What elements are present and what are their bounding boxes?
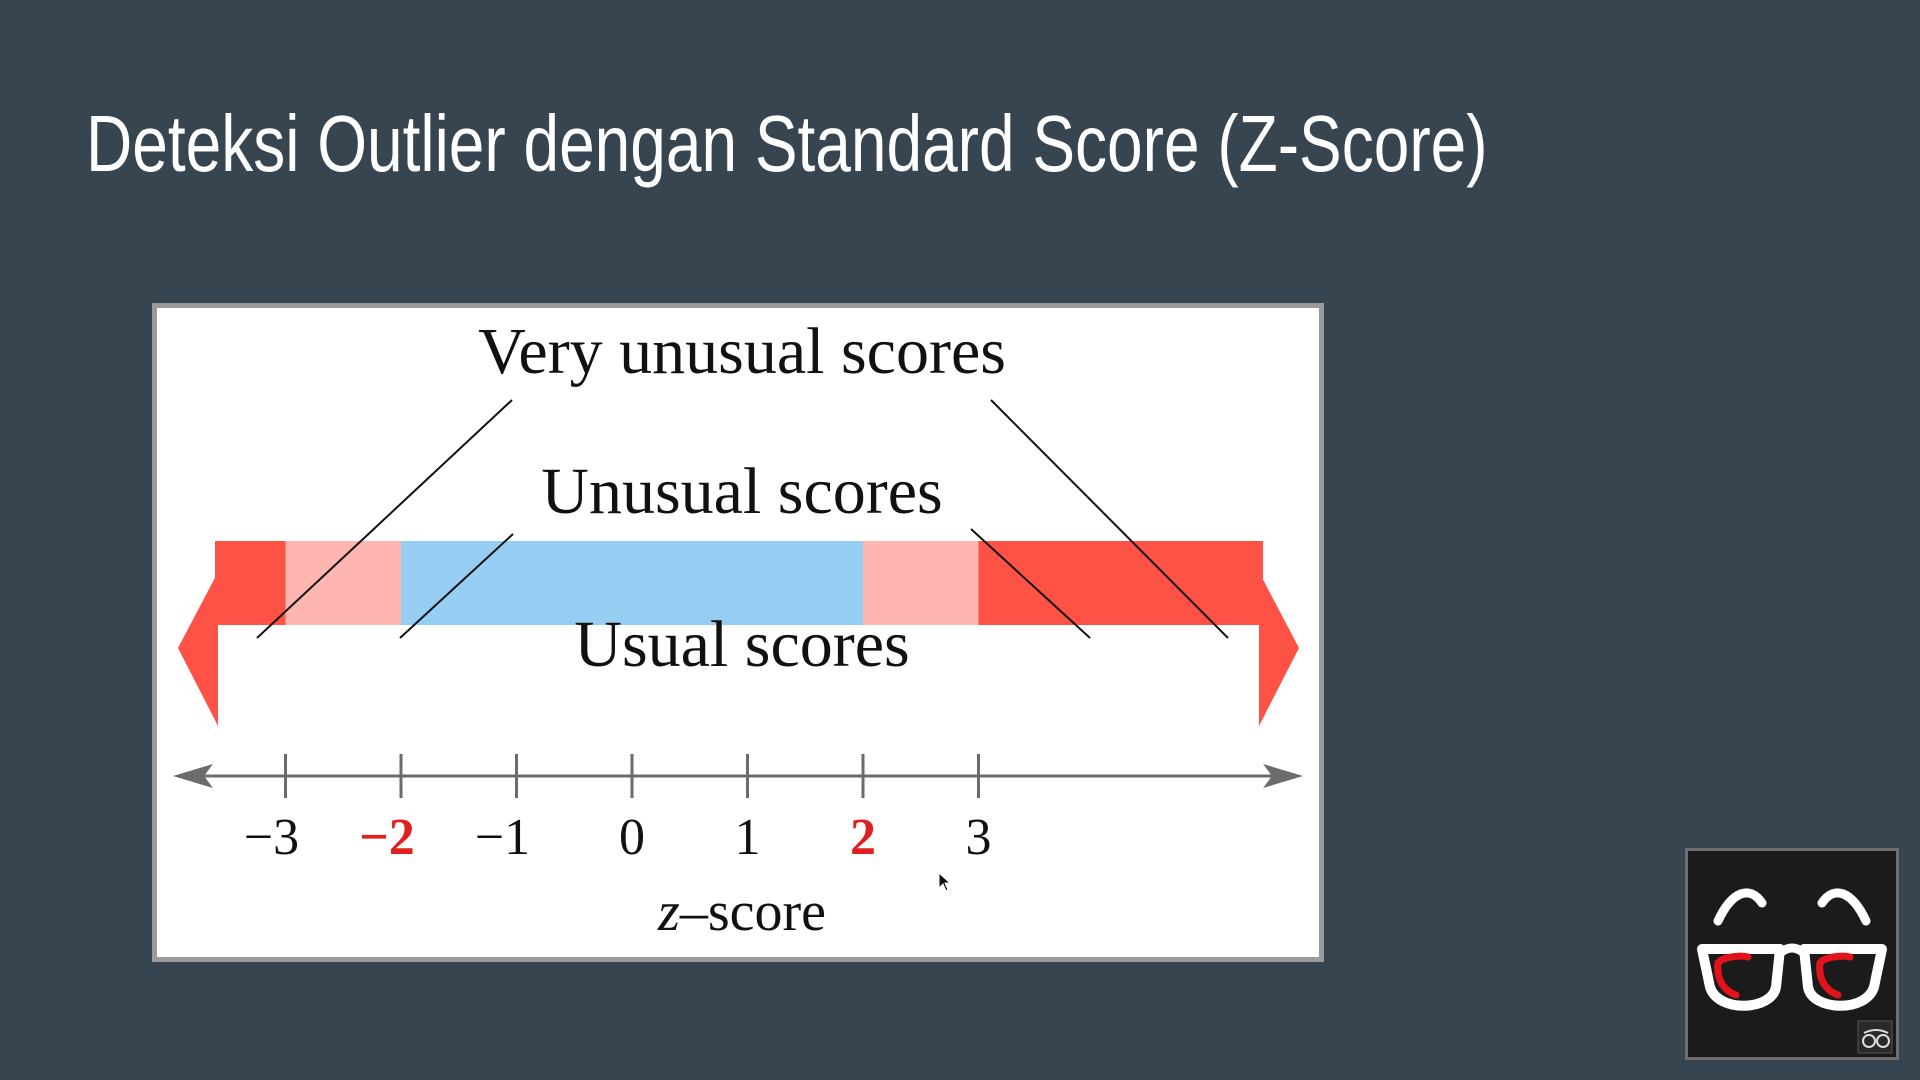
right-arrow-head: [1259, 572, 1299, 726]
label-very-unusual-scores: Very unusual scores: [478, 315, 1006, 388]
axis-title: z–score: [657, 881, 826, 943]
number-line-left-arrow: [173, 764, 213, 788]
leader-unusual-left: [399, 533, 514, 639]
axis-title-variable: z: [657, 881, 680, 943]
number-line-right-arrow: [1263, 764, 1303, 788]
band-very-unusual-right: [978, 541, 1263, 625]
band-unusual-left: [285, 541, 401, 625]
left-arrow-head: [178, 572, 218, 726]
mouse-cursor-icon: [938, 872, 952, 892]
leader-very-unusual-left: [256, 399, 513, 639]
band-very-unusual-left: [215, 541, 286, 625]
zscore-figure: Very unusual scores Unusual scores Usual…: [152, 303, 1324, 962]
leader-very-unusual-right: [990, 399, 1229, 639]
tick-label: 2: [850, 809, 876, 866]
slide-title: Deteksi Outlier dengan Standard Score (Z…: [86, 99, 1488, 188]
tick-label: −1: [475, 809, 530, 866]
tick-label: −3: [244, 809, 299, 866]
tick-label: 3: [966, 809, 992, 866]
label-unusual-scores: Unusual scores: [541, 455, 942, 528]
band-unusual-right: [863, 541, 979, 625]
zscore-diagram: Very unusual scores Unusual scores Usual…: [173, 315, 1303, 943]
axis-title-rest: –score: [679, 881, 826, 943]
tick-label: 0: [619, 809, 645, 866]
tick-label: −2: [359, 809, 415, 866]
glasses-icon: [1697, 888, 1893, 1054]
tick-label: 1: [735, 809, 761, 866]
channel-logo: [1685, 848, 1899, 1060]
band-usual: [401, 541, 863, 625]
leader-unusual-right: [970, 528, 1091, 639]
label-usual-scores: Usual scores: [574, 608, 909, 681]
